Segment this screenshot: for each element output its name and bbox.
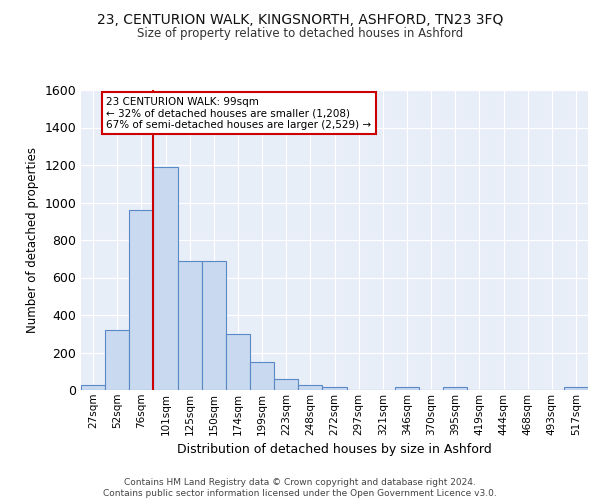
Bar [322, 387, 347, 390]
Bar [298, 386, 322, 390]
Bar [564, 387, 588, 390]
Bar [250, 362, 274, 390]
X-axis label: Distribution of detached houses by size in Ashford: Distribution of detached houses by size … [177, 443, 492, 456]
Y-axis label: Number of detached properties: Number of detached properties [26, 147, 39, 333]
Bar [202, 260, 226, 390]
Bar [395, 387, 419, 390]
Bar [178, 260, 202, 390]
Text: 23, CENTURION WALK, KINGSNORTH, ASHFORD, TN23 3FQ: 23, CENTURION WALK, KINGSNORTH, ASHFORD,… [97, 12, 503, 26]
Bar [443, 387, 467, 390]
Text: Contains HM Land Registry data © Crown copyright and database right 2024.
Contai: Contains HM Land Registry data © Crown c… [103, 478, 497, 498]
Bar [105, 330, 129, 390]
Text: 23 CENTURION WALK: 99sqm
← 32% of detached houses are smaller (1,208)
67% of sem: 23 CENTURION WALK: 99sqm ← 32% of detach… [106, 96, 371, 130]
Text: Size of property relative to detached houses in Ashford: Size of property relative to detached ho… [137, 28, 463, 40]
Bar [154, 167, 178, 390]
Bar [274, 379, 298, 390]
Bar [81, 386, 105, 390]
Bar [226, 334, 250, 390]
Bar [129, 210, 154, 390]
